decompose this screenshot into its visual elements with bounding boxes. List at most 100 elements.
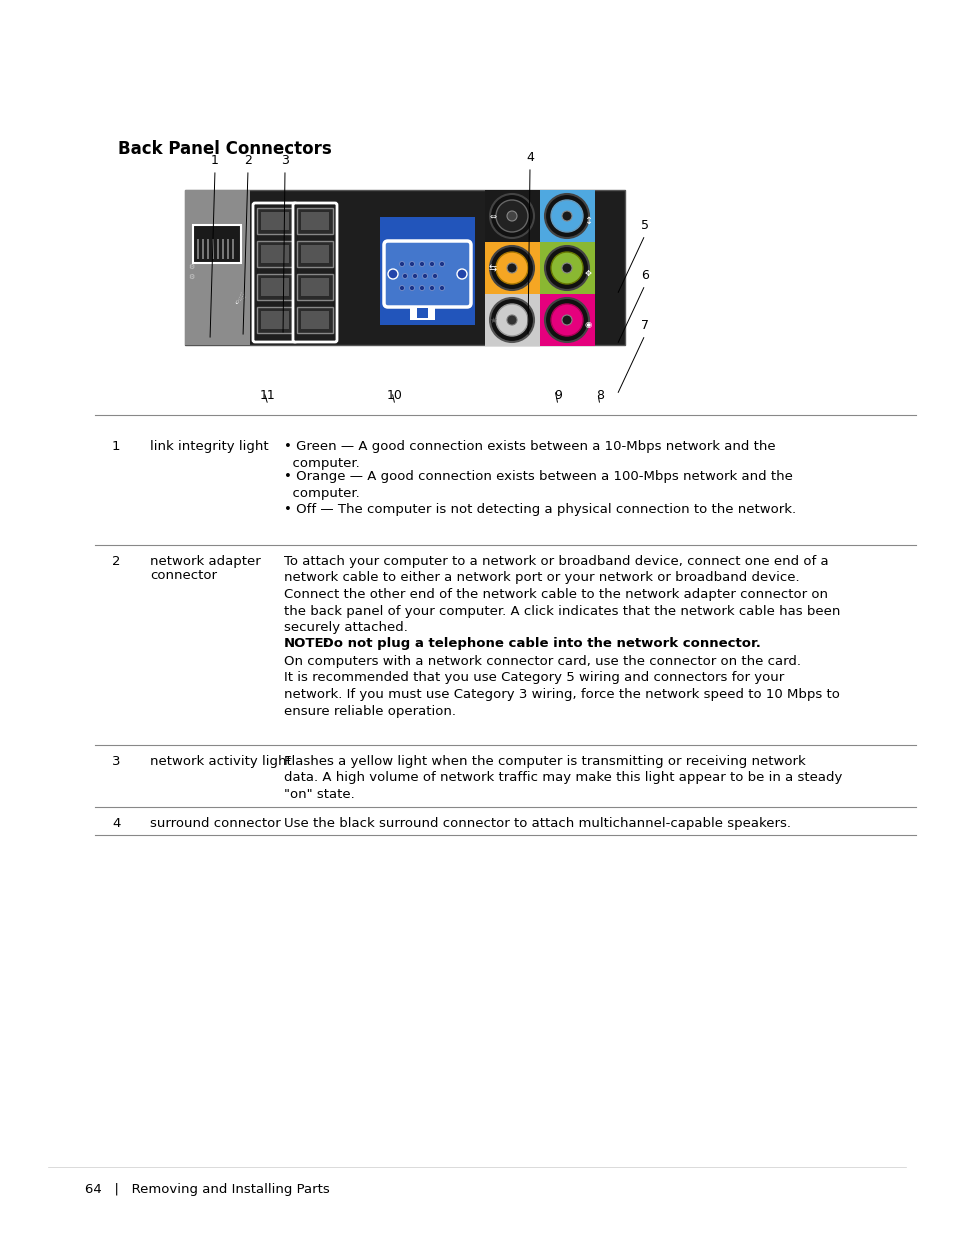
FancyBboxPatch shape <box>256 207 293 233</box>
Circle shape <box>551 304 582 336</box>
Bar <box>301 278 329 296</box>
Bar <box>212 240 214 259</box>
Text: ↕: ↕ <box>584 216 593 226</box>
Bar <box>484 190 539 242</box>
Text: 3: 3 <box>281 154 289 167</box>
Circle shape <box>409 262 414 267</box>
Circle shape <box>399 262 404 267</box>
Text: network activity light: network activity light <box>150 755 292 768</box>
Text: link integrity light: link integrity light <box>150 440 269 453</box>
Circle shape <box>412 273 417 279</box>
Circle shape <box>506 263 517 273</box>
Bar <box>261 245 289 263</box>
Bar <box>232 240 234 259</box>
Circle shape <box>561 315 572 325</box>
Text: • Off — The computer is not detecting a physical connection to the network.: • Off — The computer is not detecting a … <box>284 503 796 516</box>
Bar <box>484 242 539 294</box>
Text: 2: 2 <box>244 154 252 167</box>
Bar <box>185 190 624 345</box>
Text: ☄: ☄ <box>234 294 245 306</box>
Circle shape <box>551 252 582 284</box>
Circle shape <box>496 304 527 336</box>
Text: To attach your computer to a network or broadband device, connect one end of a
n: To attach your computer to a network or … <box>284 555 840 634</box>
Bar <box>301 212 329 230</box>
Circle shape <box>490 298 534 342</box>
Circle shape <box>544 246 588 290</box>
Circle shape <box>496 200 527 232</box>
Bar <box>185 190 250 345</box>
Circle shape <box>422 273 427 279</box>
Circle shape <box>544 194 588 238</box>
Text: Flashes a yellow light when the computer is transmitting or receiving network
da: Flashes a yellow light when the computer… <box>284 755 841 802</box>
Circle shape <box>506 315 517 325</box>
Circle shape <box>544 298 588 342</box>
Circle shape <box>419 285 424 290</box>
Bar <box>410 306 435 320</box>
Circle shape <box>496 252 527 284</box>
Circle shape <box>551 200 582 232</box>
Bar <box>539 242 595 294</box>
FancyBboxPatch shape <box>296 207 333 233</box>
Bar <box>539 190 595 242</box>
Bar <box>261 311 289 329</box>
FancyBboxPatch shape <box>296 308 333 333</box>
Text: 4: 4 <box>525 151 534 164</box>
FancyBboxPatch shape <box>193 225 241 263</box>
Text: connector: connector <box>150 569 216 582</box>
Bar <box>196 240 199 259</box>
Circle shape <box>490 194 534 238</box>
Text: surround connector: surround connector <box>150 818 280 830</box>
FancyBboxPatch shape <box>256 308 293 333</box>
Text: 9: 9 <box>554 389 561 403</box>
Circle shape <box>561 263 572 273</box>
Text: 2: 2 <box>112 555 120 568</box>
Text: Do not plug a telephone cable into the network connector.: Do not plug a telephone cable into the n… <box>317 637 760 650</box>
Circle shape <box>399 285 404 290</box>
Text: ★: ★ <box>489 315 497 325</box>
Text: • Orange — A good connection exists between a 100-Mbps network and the
  compute: • Orange — A good connection exists betw… <box>284 471 792 499</box>
Text: network adapter: network adapter <box>150 555 260 568</box>
Bar <box>261 278 289 296</box>
Text: ◉: ◉ <box>584 320 592 329</box>
FancyBboxPatch shape <box>256 241 293 267</box>
Circle shape <box>456 269 467 279</box>
Text: 11: 11 <box>260 389 275 403</box>
Circle shape <box>388 269 397 279</box>
Text: ⇆: ⇆ <box>489 263 497 273</box>
Text: 6: 6 <box>640 269 648 282</box>
Text: ⇔: ⇔ <box>489 211 496 221</box>
FancyBboxPatch shape <box>384 241 471 308</box>
Text: 1: 1 <box>112 440 120 453</box>
Bar <box>484 294 539 346</box>
Circle shape <box>432 273 437 279</box>
Bar <box>379 217 475 325</box>
Bar <box>301 245 329 263</box>
Circle shape <box>439 285 444 290</box>
FancyBboxPatch shape <box>296 241 333 267</box>
Circle shape <box>429 285 434 290</box>
Bar <box>216 240 219 259</box>
Circle shape <box>429 262 434 267</box>
FancyBboxPatch shape <box>293 203 336 342</box>
Text: 1: 1 <box>211 154 218 167</box>
Bar <box>261 212 289 230</box>
Text: ✥: ✥ <box>584 268 592 278</box>
Circle shape <box>490 246 534 290</box>
Circle shape <box>506 211 517 221</box>
Bar <box>227 240 230 259</box>
Circle shape <box>561 211 572 221</box>
FancyBboxPatch shape <box>253 203 296 342</box>
Bar <box>301 311 329 329</box>
Bar <box>202 240 204 259</box>
FancyBboxPatch shape <box>256 274 293 300</box>
Circle shape <box>402 273 407 279</box>
Bar <box>539 294 595 346</box>
Text: ⚙: ⚙ <box>188 264 194 270</box>
Circle shape <box>419 262 424 267</box>
Text: 8: 8 <box>596 389 603 403</box>
Text: ⚙: ⚙ <box>188 274 194 280</box>
Bar <box>207 240 210 259</box>
Text: 4: 4 <box>112 818 120 830</box>
Text: • Green — A good connection exists between a 10-Mbps network and the
  computer.: • Green — A good connection exists betwe… <box>284 440 775 469</box>
Circle shape <box>409 285 414 290</box>
